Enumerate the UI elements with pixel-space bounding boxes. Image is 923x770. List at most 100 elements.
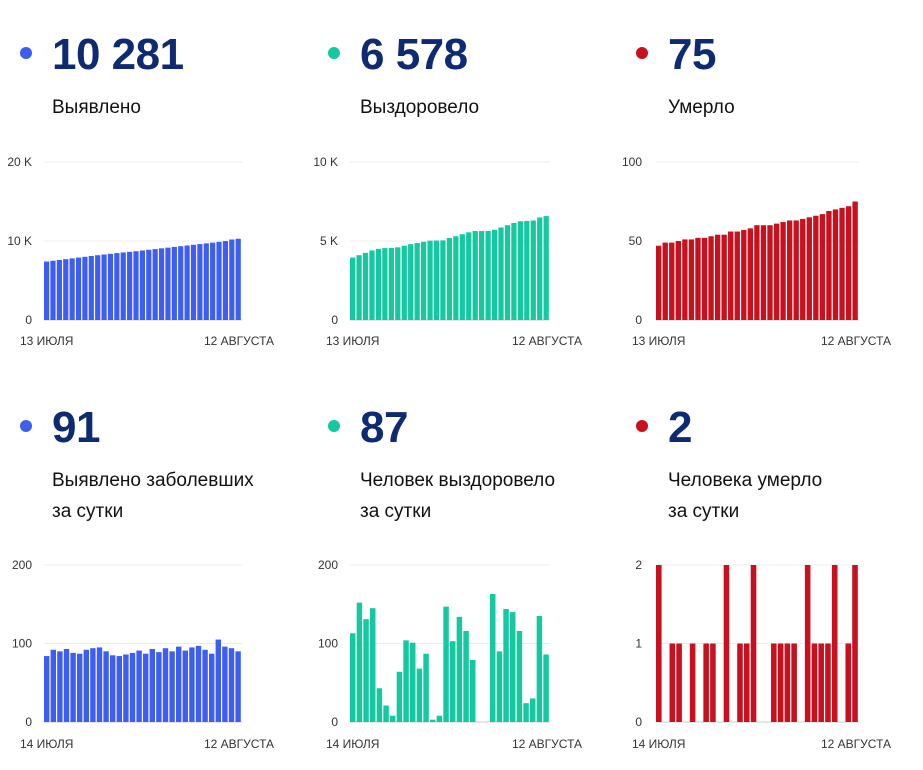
bar [369, 250, 375, 320]
bar [503, 608, 509, 722]
bar [669, 242, 675, 320]
y-tick-label: 100 [622, 155, 642, 169]
bar [222, 646, 228, 722]
bar [110, 655, 116, 722]
bar [510, 612, 516, 722]
bar [57, 651, 63, 722]
stat-value: 2 [668, 403, 692, 452]
legend-dot-icon [20, 420, 32, 432]
bar [216, 241, 222, 320]
stat-label-line: Человека умерло [668, 470, 823, 491]
x-start-label: 14 ИЮЛЯ [20, 737, 73, 751]
bar [750, 565, 757, 722]
y-tick-label: 200 [318, 558, 338, 572]
bar [120, 252, 126, 320]
bar [450, 641, 456, 722]
bar [152, 249, 158, 320]
bar [682, 239, 688, 320]
bar [395, 247, 401, 320]
bar [209, 653, 215, 722]
bar [184, 245, 190, 320]
y-tick-label: 0 [635, 715, 642, 729]
bar [784, 643, 791, 722]
bar [496, 651, 503, 722]
bar [800, 218, 806, 320]
bar [69, 258, 75, 320]
bar [459, 234, 465, 320]
bar [714, 234, 721, 320]
bar [77, 653, 83, 722]
bar [806, 217, 812, 320]
bar [852, 201, 858, 320]
y-tick-label: 1 [635, 637, 642, 651]
bar [516, 630, 523, 722]
y-tick-label: 2 [635, 558, 642, 572]
bar [689, 643, 696, 722]
bar [825, 643, 831, 722]
bar [156, 652, 162, 722]
bar [708, 236, 714, 320]
bar [491, 229, 498, 320]
bar [831, 565, 838, 722]
bar [737, 643, 743, 722]
x-start-label: 13 ИЮЛЯ [20, 334, 73, 348]
bar [195, 645, 202, 722]
bar [416, 668, 423, 722]
bar [171, 246, 177, 320]
bar [190, 244, 197, 320]
bar [466, 232, 472, 320]
bar [182, 650, 188, 722]
legend-dot-icon [20, 47, 32, 59]
bar [101, 254, 107, 320]
stat-label: Выявлено [52, 92, 141, 123]
bar [490, 594, 496, 722]
bar [401, 245, 407, 320]
bar [178, 246, 184, 320]
bar [382, 248, 388, 320]
stat-value: 87 [360, 403, 408, 452]
y-tick-label: 0 [331, 313, 338, 327]
bar [123, 654, 129, 722]
bar [350, 257, 356, 320]
stat-label-line: Выявлено [52, 97, 141, 118]
bar [786, 220, 793, 320]
bar [388, 247, 394, 320]
stat-label-line: за сутки [52, 501, 124, 522]
bar [88, 256, 94, 320]
x-end-label: 12 АВГУСТА [204, 737, 274, 751]
y-tick-label: 0 [25, 313, 32, 327]
bar [129, 652, 136, 722]
bar [363, 619, 369, 722]
bar [773, 223, 780, 320]
bar [543, 216, 549, 320]
bar [63, 259, 69, 320]
bar [675, 241, 681, 320]
bar [537, 217, 543, 320]
bar [826, 210, 832, 320]
bar [767, 225, 773, 320]
bar [839, 207, 845, 320]
bar [222, 241, 229, 320]
y-tick-label: 200 [12, 558, 32, 572]
bar [463, 630, 469, 722]
bar [103, 651, 109, 722]
bar [453, 236, 459, 320]
bar [235, 651, 241, 722]
bar [427, 240, 433, 320]
bar [430, 719, 436, 722]
y-tick-label: 100 [318, 637, 338, 651]
bar [95, 255, 101, 320]
bar [793, 220, 799, 320]
bar [656, 565, 662, 722]
bar [127, 251, 133, 320]
bar [524, 220, 530, 320]
y-tick-label: 100 [12, 637, 32, 651]
bar [536, 616, 543, 722]
bar [456, 616, 463, 722]
bar [517, 221, 523, 320]
bar [523, 703, 529, 722]
bar [511, 222, 517, 320]
bar [472, 231, 478, 320]
bar [375, 248, 382, 320]
y-tick-label: 0 [331, 715, 338, 729]
